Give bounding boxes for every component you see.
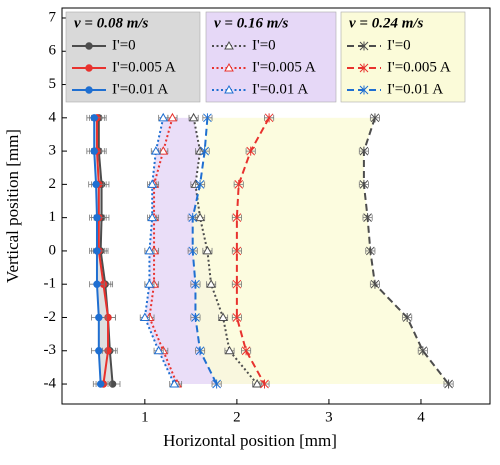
marker (188, 213, 198, 223)
marker (260, 379, 269, 389)
marker (144, 279, 155, 288)
legend-label: I'=0 (387, 37, 411, 53)
marker (418, 346, 428, 356)
y-tick-label: 2 (49, 176, 57, 192)
legend-label: I'=0.005 A (112, 59, 176, 75)
marker (363, 213, 372, 223)
y-tick-label: 0 (49, 242, 57, 258)
marker (232, 246, 242, 256)
marker (370, 279, 380, 289)
marker (264, 113, 274, 123)
legend-title: v = 0.16 m/s (214, 15, 289, 31)
marker (195, 179, 205, 189)
marker (167, 112, 178, 122)
legend-label: I'=0.01 A (387, 81, 443, 97)
y-tick-label: -4 (44, 375, 57, 391)
legend-label: I'=0.01 A (252, 81, 308, 97)
marker (232, 213, 242, 223)
marker (95, 347, 103, 355)
y-tick-label: 3 (49, 143, 57, 159)
marker (188, 112, 199, 122)
y-tick-label: -1 (44, 276, 57, 292)
marker (200, 146, 210, 156)
marker (95, 313, 103, 322)
marker (246, 146, 256, 156)
marker (234, 179, 244, 189)
x-axis-label: Horizontal position [mm] (163, 431, 337, 450)
y-tick-label: 1 (49, 209, 57, 225)
marker (232, 279, 242, 289)
marker (218, 312, 228, 321)
marker (224, 40, 234, 50)
x-tick-label: 3 (325, 409, 333, 425)
marker (90, 114, 98, 122)
marker (139, 312, 150, 321)
marker (147, 179, 158, 188)
y-tick-label: -3 (44, 342, 57, 358)
legend-label: I'=0.01 A (112, 81, 168, 97)
marker (212, 379, 221, 389)
y-tick-label: -2 (44, 309, 57, 325)
plot-frame (61, 7, 491, 405)
y-tick-label: 5 (49, 76, 57, 92)
marker (90, 147, 98, 155)
marker (188, 246, 198, 256)
marker (224, 84, 234, 94)
y-axis-label: Vertical position [mm] (3, 129, 22, 283)
marker (202, 245, 213, 255)
marker (359, 41, 369, 51)
x-tick-label: 2 (233, 409, 241, 425)
marker (92, 180, 100, 189)
legend-label: I'=0 (112, 37, 136, 53)
marker (147, 212, 158, 222)
marker (206, 279, 216, 288)
marker (203, 113, 212, 123)
marker (224, 345, 235, 355)
y-tick-label: 4 (49, 109, 57, 125)
marker (93, 280, 101, 288)
series-line (143, 117, 176, 385)
marker (191, 279, 200, 289)
legend-label: I'=0.005 A (387, 59, 451, 75)
marker (169, 379, 180, 388)
marker (85, 86, 93, 94)
marker (144, 245, 155, 255)
marker (93, 247, 101, 255)
legend-title: v = 0.24 m/s (349, 15, 424, 31)
marker (359, 179, 369, 189)
marker (195, 212, 205, 222)
marker (153, 345, 164, 355)
marker (359, 146, 369, 156)
y-tick-label: 6 (49, 43, 57, 59)
marker (359, 85, 369, 95)
marker (85, 64, 93, 72)
x-tick-label: 1 (141, 409, 149, 425)
x-tick-label: 4 (417, 409, 425, 425)
marker (359, 63, 369, 73)
marker (224, 62, 234, 72)
marker (444, 379, 453, 389)
marker (93, 213, 101, 222)
legend-label: I'=0 (252, 37, 276, 53)
marker (96, 380, 105, 388)
marker (252, 379, 262, 388)
legend-box (205, 11, 337, 103)
marker (402, 312, 412, 322)
marker (241, 346, 251, 356)
marker (158, 146, 169, 155)
legend-title: v = 0.08 m/s (74, 15, 149, 31)
marker (85, 42, 93, 50)
marker (151, 146, 161, 155)
legend-label: I'=0.005 A (252, 59, 316, 75)
marker (195, 346, 205, 356)
band (192, 117, 449, 385)
marker (365, 246, 375, 256)
marker (191, 312, 200, 322)
series-line (235, 117, 270, 385)
marker (370, 113, 380, 123)
marker (158, 112, 169, 122)
marker (232, 312, 242, 322)
y-tick-label: 7 (49, 9, 57, 25)
